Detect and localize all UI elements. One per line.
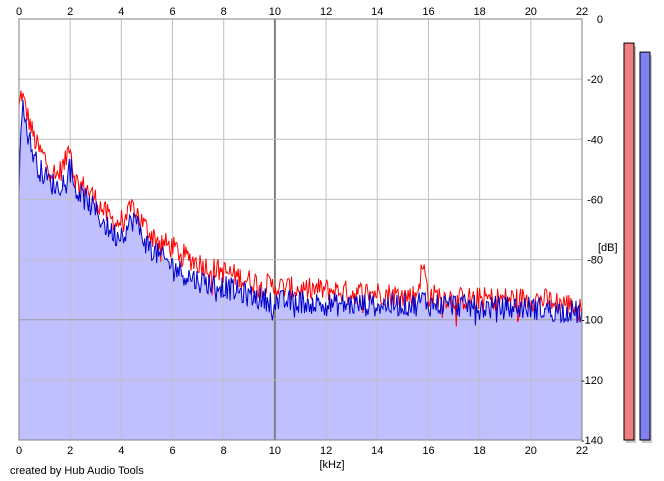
right-channel-area	[19, 100, 582, 440]
x-tick-label-top: 0	[16, 6, 22, 18]
y-tick-label: -60	[587, 194, 603, 206]
x-tick-label-top: 8	[221, 6, 227, 18]
x-tick-label-bottom: 4	[118, 445, 124, 457]
level-meter-layer	[623, 42, 652, 444]
x-tick-label-top: 10	[269, 6, 281, 18]
y-tick-label: -40	[587, 134, 603, 146]
x-tick-label-bottom: 2	[67, 445, 73, 457]
y-tick-label: -120	[581, 375, 603, 387]
x-axis-unit-label: [kHz]	[319, 459, 344, 471]
plot-border	[18, 18, 583, 441]
x-tick-label-bottom: 0	[16, 445, 22, 457]
x-tick-label-bottom: 10	[269, 445, 281, 457]
x-tick-label-top: 14	[371, 6, 383, 18]
y-tick-label: 0	[597, 14, 603, 26]
level-meter-right	[639, 51, 651, 441]
x-tick-label-top: 6	[169, 6, 175, 18]
spectrum-fill-layer	[19, 100, 582, 440]
y-tick-label: -100	[581, 315, 603, 327]
series-layer	[18, 90, 583, 327]
x-tick-label-bottom: 16	[422, 445, 434, 457]
x-tick-label-top: 12	[320, 6, 332, 18]
x-tick-label-top: 18	[474, 6, 486, 18]
x-tick-label-bottom: 12	[320, 445, 332, 457]
x-tick-label-bottom: 14	[371, 445, 383, 457]
x-tick-label-top: 22	[576, 6, 588, 18]
x-tick-label-bottom: 6	[169, 445, 175, 457]
y-tick-label: -20	[587, 74, 603, 86]
y-tick-label: -140	[581, 435, 603, 447]
tick-label-layer: 002244668810101212141416161818202022220-…	[16, 6, 603, 457]
x-tick-label-top: 4	[118, 6, 124, 18]
level-meter-left	[623, 42, 635, 441]
right-channel-line	[18, 99, 583, 326]
x-tick-label-bottom: 20	[525, 445, 537, 457]
x-tick-label-bottom: 18	[474, 445, 486, 457]
y-axis-unit-label: [dB]	[598, 242, 618, 254]
y-tick-label: -80	[587, 255, 603, 267]
x-tick-label-bottom: 22	[576, 445, 588, 457]
x-tick-label-top: 2	[67, 6, 73, 18]
x-tick-label-bottom: 8	[221, 445, 227, 457]
x-tick-label-top: 20	[525, 6, 537, 18]
x-tick-label-top: 16	[422, 6, 434, 18]
credit-text: created by Hub Audio Tools	[10, 465, 144, 477]
